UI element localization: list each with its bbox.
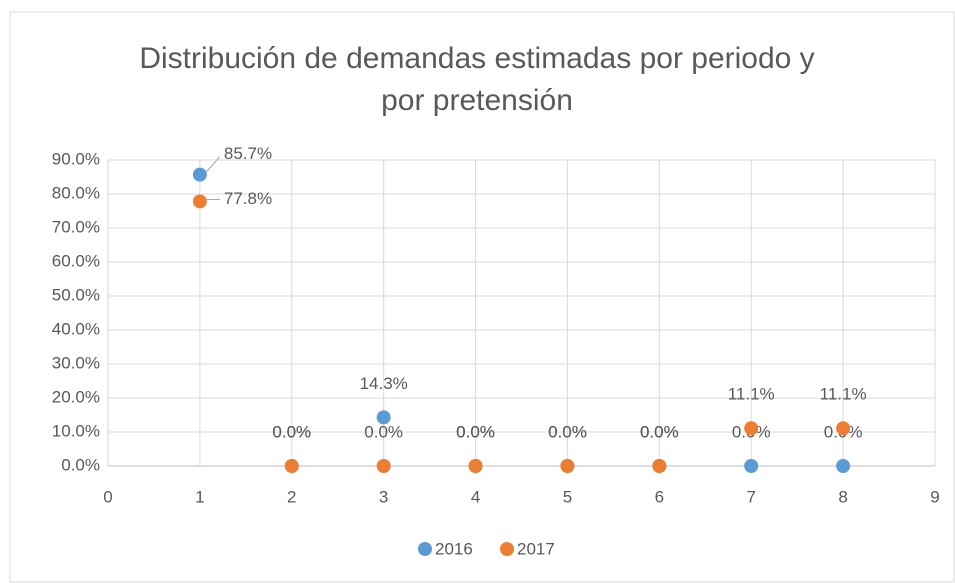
legend-marker <box>418 542 432 556</box>
point <box>376 459 391 473</box>
y-tick-label: 20.0% <box>52 387 100 406</box>
point <box>836 459 851 473</box>
x-tick-label: 8 <box>838 487 847 506</box>
y-tick-label: 40.0% <box>52 319 100 338</box>
legend-label: 2017 <box>517 539 555 558</box>
x-tick-label: 7 <box>746 487 755 506</box>
chart-title: Distribución de demandas estimadas por p… <box>139 42 815 117</box>
point <box>376 410 391 425</box>
point <box>468 459 483 473</box>
data-label: 0.0% <box>272 422 311 441</box>
x-tick-label: 1 <box>195 487 204 506</box>
point <box>744 459 759 473</box>
chart-border <box>9 11 955 583</box>
data-label: 0.0% <box>456 422 495 441</box>
data-label: 0.0% <box>456 422 495 441</box>
x-tick-label: 9 <box>930 487 939 506</box>
y-tick-label: 80.0% <box>52 183 100 202</box>
y-tick-label: 10.0% <box>52 421 100 440</box>
data-label: 0.0% <box>272 422 311 441</box>
x-tick-label: 0 <box>103 487 112 506</box>
x-tick-label: 4 <box>471 487 480 506</box>
y-tick-label: 50.0% <box>52 285 100 304</box>
point <box>560 459 575 473</box>
data-label: 85.7% <box>224 144 272 163</box>
y-tick-label: 30.0% <box>52 353 100 372</box>
y-tick-label: 90.0% <box>52 149 100 168</box>
point <box>652 459 667 473</box>
data-label: 11.1% <box>820 385 867 404</box>
data-label: 0.0% <box>364 422 403 441</box>
point <box>192 194 207 209</box>
data-label: 77.8% <box>224 189 272 208</box>
data-label: 0.0% <box>548 422 587 441</box>
point <box>284 459 299 473</box>
data-label: 11.1% <box>728 385 775 404</box>
x-tick-label: 6 <box>655 487 664 506</box>
point <box>192 167 207 182</box>
legend-label: 2016 <box>435 539 473 558</box>
y-tick-label: 70.0% <box>52 217 100 236</box>
x-tick-label: 3 <box>379 487 388 506</box>
data-label: 0.0% <box>548 422 587 441</box>
x-tick-label: 2 <box>287 487 296 506</box>
y-tick-label: 0.0% <box>61 455 100 474</box>
leader-line <box>205 156 221 173</box>
x-tick-label: 5 <box>563 487 572 506</box>
data-label: 0.0% <box>640 422 679 441</box>
legend-marker <box>500 542 514 556</box>
data-label: 0.0% <box>640 422 679 441</box>
point <box>836 421 851 436</box>
data-label: 14.3% <box>360 374 408 393</box>
y-tick-label: 60.0% <box>52 251 100 270</box>
point <box>744 421 759 436</box>
